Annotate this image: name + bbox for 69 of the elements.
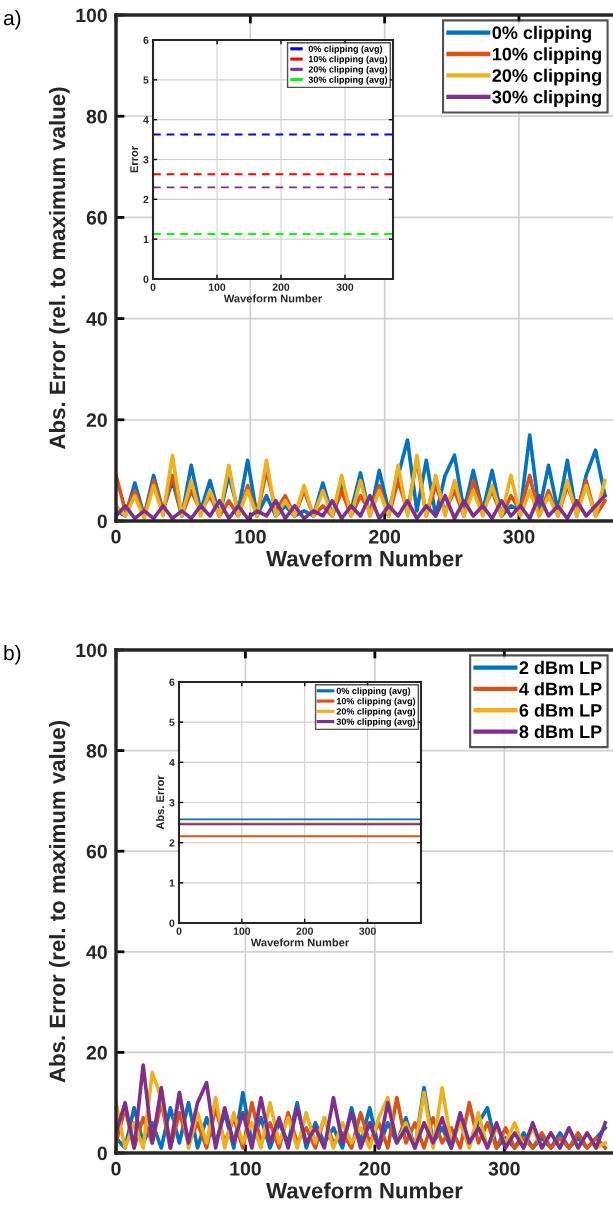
y-tick-label: 40 xyxy=(86,312,107,326)
y-tick-label: 0 xyxy=(143,275,149,283)
legend-label: 10% clipping (avg) xyxy=(308,55,388,65)
y-tick-label: 4 xyxy=(169,758,175,767)
y-tick-label: 5 xyxy=(169,718,175,727)
y-tick-label: 0 xyxy=(97,1146,107,1161)
x-axis-title: Waveform Number xyxy=(223,294,323,303)
y-axis-title: Abs. Error xyxy=(155,775,165,830)
y-tick-label: 80 xyxy=(86,109,107,124)
x-tick-label: 0 xyxy=(111,529,121,544)
y-tick-label: 1 xyxy=(143,235,149,243)
legend-label: 20% clipping xyxy=(492,68,601,86)
y-tick-label: 6 xyxy=(169,678,175,686)
y-tick-label: 0 xyxy=(169,919,175,927)
y-axis-title: Abs. Error (rel. to maximum value) xyxy=(48,721,70,1083)
x-tick-label: 200 xyxy=(369,529,401,544)
y-tick-label: 100 xyxy=(76,8,107,23)
y-tick-label: 6 xyxy=(143,36,149,44)
y-tick-label: 20 xyxy=(86,1045,107,1060)
x-axis-title: Waveform Number xyxy=(250,938,350,947)
x-tick-label: 200 xyxy=(272,283,290,291)
y-tick-label: 2 xyxy=(143,195,149,204)
x-tick-label: 100 xyxy=(233,927,251,935)
legend-label: 0% clipping xyxy=(492,25,591,43)
y-tick-label: 100 xyxy=(76,643,107,658)
x-tick-label: 100 xyxy=(230,1161,261,1176)
legend-label: 20% clipping (avg) xyxy=(336,707,416,717)
text: a) xyxy=(3,10,21,30)
y-tick-label: 2 xyxy=(169,839,175,847)
x-tick-label: 300 xyxy=(503,529,535,544)
x-tick-label: 300 xyxy=(488,1161,520,1176)
x-tick-label: 100 xyxy=(208,283,226,291)
x-axis-title: Waveform Number xyxy=(266,1182,463,1199)
x-tick-label: 300 xyxy=(359,927,376,935)
y-tick-label: 1 xyxy=(169,879,175,887)
y-tick-label: 0 xyxy=(97,514,107,529)
y-tick-label: 3 xyxy=(143,156,149,164)
y-tick-label: 5 xyxy=(143,76,149,84)
x-tick-label: 200 xyxy=(359,1161,391,1176)
legend-label: 6 dBm LP xyxy=(519,703,602,717)
legend-label: 10% clipping (avg) xyxy=(336,697,416,707)
y-axis-title: Abs. Error (rel. to maximum value) xyxy=(48,87,70,449)
text: b) xyxy=(4,645,21,665)
legend-label: 20% clipping (avg) xyxy=(308,65,388,75)
y-tick-label: 40 xyxy=(86,945,107,960)
legend-label: 0% clipping (avg) xyxy=(308,45,383,54)
y-tick-label: 60 xyxy=(86,844,107,859)
x-tick-label: 200 xyxy=(296,927,313,935)
x-tick-label: 300 xyxy=(336,283,354,291)
x-tick-label: 0 xyxy=(176,927,182,935)
y-tick-label: 20 xyxy=(86,413,107,428)
y-tick-label: 4 xyxy=(143,116,149,124)
y-tick-label: 60 xyxy=(86,210,107,225)
x-tick-label: 0 xyxy=(150,283,156,291)
x-axis-title: Waveform Number xyxy=(266,550,463,567)
legend-label: 30% clipping xyxy=(492,90,601,108)
legend-label: 10% clipping xyxy=(492,47,601,65)
legend-label: 30% clipping (avg) xyxy=(336,718,416,727)
y-tick-label: 3 xyxy=(169,799,175,807)
legend-label: 30% clipping (avg) xyxy=(308,76,388,85)
legend-label: 0% clipping (avg) xyxy=(336,687,411,696)
y-axis-title: Error xyxy=(130,146,139,173)
x-tick-label: 0 xyxy=(111,1161,121,1176)
x-tick-label: 100 xyxy=(235,529,266,544)
legend-label: 2 dBm LP xyxy=(519,660,602,675)
legend-label: 8 dBm LP xyxy=(519,724,602,739)
line-series xyxy=(116,493,607,521)
y-tick-label: 80 xyxy=(86,744,107,758)
legend-label: 4 dBm LP xyxy=(519,682,602,696)
